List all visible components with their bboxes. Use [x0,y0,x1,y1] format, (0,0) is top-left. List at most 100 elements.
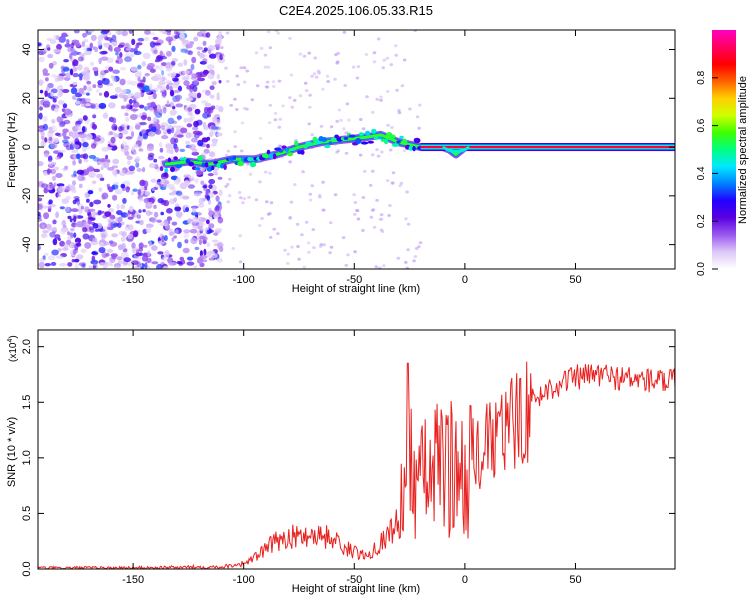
noise-blob [65,72,71,79]
noise-blob [108,220,112,228]
noise-blob [208,53,217,59]
noise-blob [162,93,166,98]
noise-blob [157,251,164,255]
noise-blob [382,58,387,62]
noise-blob [180,127,188,134]
noise-blob [207,48,212,54]
noise-blob [86,198,90,203]
noise-blob [179,33,185,39]
noise-blob [137,82,145,89]
ridge-blob [413,137,421,144]
noise-blob [355,209,360,213]
noise-blob [193,265,198,269]
noise-blob [50,142,58,149]
noise-blob [159,147,164,153]
noise-blob [81,264,86,268]
noise-blob [82,141,89,148]
noise-blob [147,95,154,100]
noise-blob [60,222,64,226]
noise-blob [81,41,86,48]
noise-blob [173,125,181,129]
ridge-blob [348,134,356,138]
spectrogram-panel: -150 -100 -50 0 50 -40 -20 0 20 40 Height of str… [6,29,676,295]
noise-blob [152,123,159,127]
noise-blob [192,126,199,131]
noise-blob [182,41,186,47]
snr-series-line [38,361,675,569]
ridge-blob [412,145,416,152]
noise-blob [112,194,118,201]
noise-blob [128,205,134,212]
noise-blob [101,233,106,241]
noise-blob [165,80,172,84]
ridge-blob [300,149,305,155]
noise-blob [110,136,116,144]
noise-blob [114,86,122,93]
ridge-blob [360,141,369,145]
noise-blob [288,96,292,100]
noise-blob [347,118,351,122]
noise-blob [385,56,390,60]
ridge-blob [266,149,271,155]
noise-blob [289,73,294,77]
noise-blob [91,255,96,262]
noise-blob [186,261,195,266]
noise-blob [191,73,198,78]
noise-blob [173,197,177,202]
noise-blob [186,123,193,128]
ridge-blob [340,137,345,141]
noise-blob [235,108,239,111]
noise-blob [127,216,134,220]
noise-blob [103,91,110,98]
noise-blob [190,237,198,245]
noise-blob [395,88,399,92]
noise-blob [191,151,200,156]
noise-blob [72,72,79,78]
noise-blob [163,106,167,114]
noise-blob [216,258,223,263]
noise-blob [44,90,48,98]
snr-plot-area [38,330,675,569]
noise-blob [417,245,421,249]
noise-blob [100,56,109,61]
noise-blob [98,92,103,96]
noise-blob [202,69,209,75]
noise-blob [56,35,60,41]
noise-blob [200,180,205,185]
noise-blob [202,58,208,64]
noise-blob [215,195,220,202]
noise-blob [260,217,264,220]
noise-blob [272,85,276,88]
noise-blob [108,188,114,193]
noise-blob [265,80,270,84]
noise-blob [217,53,221,61]
noise-blob [194,178,199,184]
spectrogram-y-tick-label: 20 [21,92,33,104]
noise-blob [64,108,72,116]
noise-blob [166,61,172,66]
noise-blob [126,104,134,110]
noise-blob [42,68,48,75]
noise-blob [139,79,145,83]
noise-blob [353,212,357,216]
noise-blob [76,153,81,160]
noise-blob [229,103,233,107]
noise-blob [74,243,79,251]
noise-blob [59,240,65,247]
noise-blob [52,60,57,66]
noise-blob [312,72,317,76]
noise-blob [356,217,361,221]
noise-blob [167,128,172,135]
snr-y-tick-label: 0.0 [21,561,33,576]
noise-blob [301,170,305,174]
noise-blob [84,192,90,198]
noise-blob [47,255,56,261]
noise-blob [90,143,97,149]
noise-blob [75,100,81,105]
noise-blob [100,230,108,238]
noise-blob [258,136,263,140]
noise-blob [159,30,165,33]
noise-blob [92,265,97,269]
noise-blob [406,222,411,226]
